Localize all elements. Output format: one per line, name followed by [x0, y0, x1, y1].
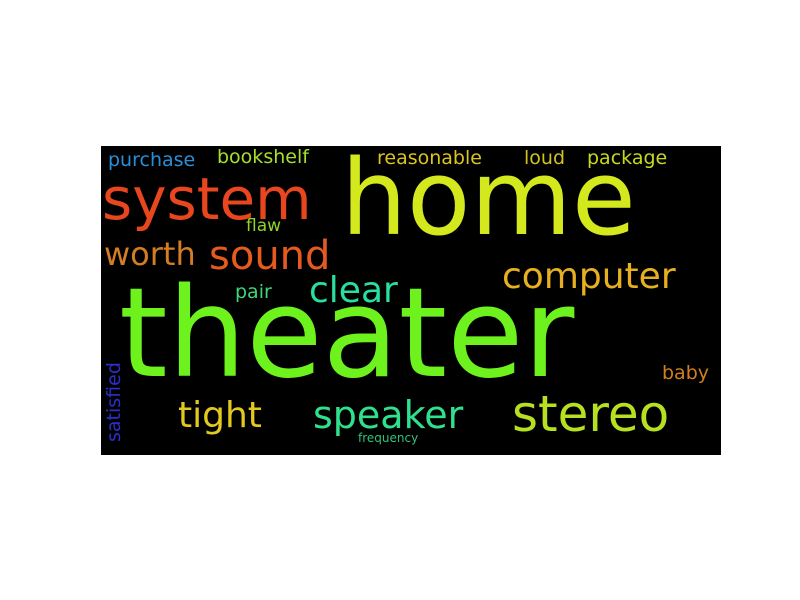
- word-baby: baby: [662, 362, 710, 384]
- word-flaw: flaw: [246, 216, 282, 236]
- word-cloud: theater home system stereo speaker compu…: [101, 146, 721, 455]
- word-satisfied: satisfied: [103, 362, 125, 442]
- word-sound: sound: [209, 233, 331, 279]
- word-frequency: frequency: [358, 431, 419, 445]
- word-speaker: speaker: [313, 393, 464, 437]
- word-computer: computer: [502, 256, 676, 297]
- word-pair: pair: [235, 281, 272, 303]
- word-home: home: [341, 146, 636, 259]
- word-tight: tight: [178, 395, 262, 436]
- word-clear: clear: [309, 270, 398, 311]
- word-loud: loud: [524, 147, 566, 169]
- word-worth: worth: [104, 235, 196, 273]
- word-package: package: [587, 147, 668, 169]
- word-reasonable: reasonable: [377, 147, 482, 169]
- word-stereo: stereo: [512, 385, 670, 443]
- word-purchase: purchase: [108, 149, 196, 171]
- word-bookshelf: bookshelf: [217, 146, 309, 168]
- word-theater: theater: [119, 262, 575, 406]
- word-system: system: [102, 165, 312, 233]
